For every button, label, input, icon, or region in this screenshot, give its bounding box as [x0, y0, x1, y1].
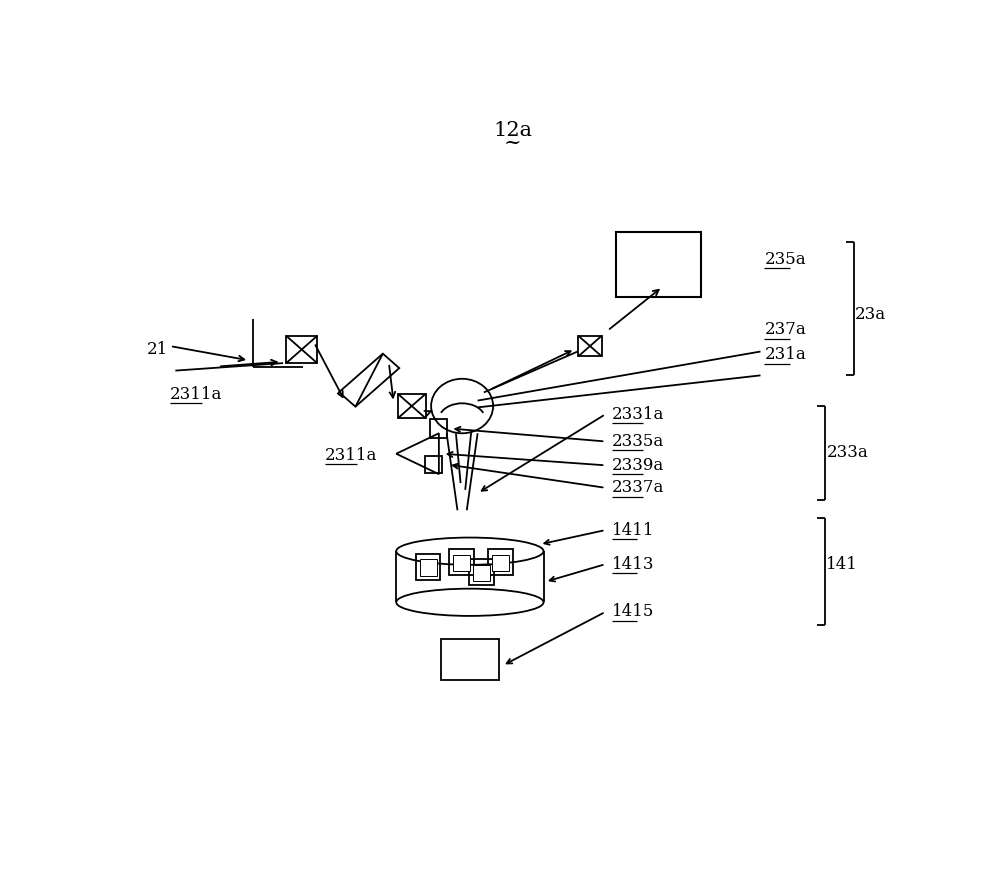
Text: 141: 141	[826, 556, 858, 573]
Bar	[453, 555, 470, 571]
Text: 2311a: 2311a	[170, 386, 222, 403]
Text: 1411: 1411	[612, 521, 654, 539]
Text: 2337a: 2337a	[612, 480, 664, 496]
Bar	[492, 555, 509, 571]
Text: 12a: 12a	[493, 120, 532, 140]
Bar	[473, 565, 490, 581]
Bar	[416, 554, 440, 580]
Bar	[425, 457, 442, 473]
Bar	[488, 549, 512, 575]
Text: 2339a: 2339a	[612, 457, 664, 473]
Text: 21: 21	[147, 341, 168, 358]
Text: 2335a: 2335a	[612, 433, 664, 450]
Bar	[578, 335, 602, 357]
Text: 235a: 235a	[764, 251, 806, 268]
Bar	[616, 232, 701, 297]
Text: 1415: 1415	[612, 604, 654, 620]
Text: 2331a: 2331a	[612, 405, 664, 423]
Bar	[469, 559, 494, 585]
Text: 231a: 231a	[764, 346, 806, 364]
Ellipse shape	[396, 537, 544, 565]
Text: 23a: 23a	[855, 305, 886, 322]
Ellipse shape	[396, 589, 544, 616]
Bar	[286, 335, 317, 363]
Text: ~: ~	[504, 135, 521, 153]
Text: 237a: 237a	[764, 321, 806, 338]
Text: 1413: 1413	[612, 556, 654, 573]
Bar	[430, 419, 447, 438]
Bar	[398, 394, 426, 419]
Text: 233a: 233a	[826, 444, 868, 461]
Text: 2311a: 2311a	[325, 447, 377, 464]
Bar	[420, 559, 437, 576]
Bar	[449, 549, 474, 575]
Bar	[441, 639, 499, 680]
